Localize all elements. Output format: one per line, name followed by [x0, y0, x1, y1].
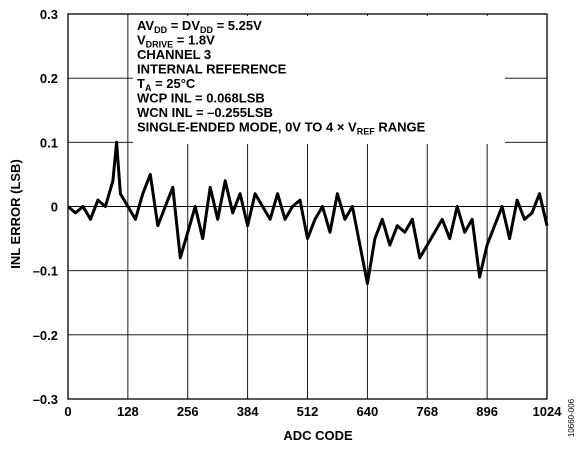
annotation-subscript: DD	[200, 25, 213, 35]
y-axis-ticks: –0.3 –0.2 –0.1 0 0.1 0.2 0.3	[33, 7, 58, 407]
annotation-line: WCP INL = 0.068LSB	[137, 91, 265, 106]
annotation-background	[133, 16, 505, 144]
annotation-subscript: DD	[154, 25, 167, 35]
annotation-text: T	[137, 76, 145, 91]
annotation-line: AVDD = DVDD = 5.25V	[137, 18, 262, 35]
x-tick-label: 384	[237, 404, 259, 419]
annotation-text: V	[137, 33, 146, 48]
annotation-line: CHANNEL 3	[137, 47, 211, 62]
annotation-subscript: DRIVE	[146, 40, 174, 50]
y-axis-title: INL ERROR (LSB)	[8, 159, 23, 269]
x-tick-label: 896	[476, 404, 498, 419]
annotation-text: = 5.25V	[213, 18, 262, 33]
annotation-text: = 1.8V	[173, 33, 215, 48]
x-tick-label: 128	[117, 404, 139, 419]
y-tick-label: –0.2	[33, 328, 58, 343]
x-tick-label: 1024	[533, 404, 563, 419]
x-axis-title: ADC CODE	[283, 428, 353, 443]
x-tick-label: 640	[357, 404, 379, 419]
y-tick-label: 0.3	[40, 7, 58, 22]
annotation-text: CHANNEL 3	[137, 47, 211, 62]
annotation-line: TA = 25°C	[137, 76, 196, 93]
annotation-text: WCN INL = –0.255LSB	[137, 105, 273, 120]
annotation-subscript: A	[145, 83, 152, 93]
x-tick-label: 768	[416, 404, 438, 419]
y-tick-label: 0	[51, 200, 58, 215]
inl-error-line	[67, 140, 549, 285]
y-tick-label: 0.2	[40, 71, 58, 86]
annotation-line: WCN INL = –0.255LSB	[137, 105, 273, 120]
x-tick-label: 256	[177, 404, 199, 419]
annotation-line: SINGLE-ENDED MODE, 0V TO 4 × VREF RANGE	[137, 120, 426, 137]
annotation-text: WCP INL = 0.068LSB	[137, 91, 265, 106]
annotation-text: = 25°C	[151, 76, 195, 91]
annotation-subscript: REF	[357, 127, 376, 137]
x-tick-label: 0	[64, 404, 71, 419]
annotation-text: RANGE	[375, 120, 426, 135]
annotation-text: AV	[137, 18, 154, 33]
plot-area	[67, 140, 549, 285]
figure-id: 10660-006	[567, 398, 576, 437]
annotation-text: = DV	[167, 18, 200, 33]
x-tick-label: 512	[297, 404, 319, 419]
y-tick-label: 0.1	[40, 135, 58, 150]
x-axis-ticks: 0 128 256 384 512 640 768 896 1024	[64, 404, 562, 419]
y-tick-label: –0.1	[33, 264, 58, 279]
annotation-text: SINGLE-ENDED MODE, 0V TO 4 × V	[137, 120, 357, 135]
y-tick-label: –0.3	[33, 392, 58, 407]
annotation-line: INTERNAL REFERENCE	[137, 62, 287, 77]
annotation-text: INTERNAL REFERENCE	[137, 62, 287, 77]
annotation-line: VDRIVE = 1.8V	[137, 33, 215, 50]
